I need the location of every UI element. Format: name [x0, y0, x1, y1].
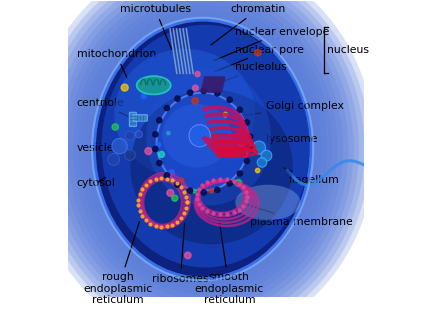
Circle shape	[195, 72, 200, 77]
Circle shape	[201, 190, 206, 195]
Circle shape	[193, 85, 198, 91]
Text: nuclear pore: nuclear pore	[215, 45, 304, 72]
Ellipse shape	[114, 49, 255, 178]
Circle shape	[255, 168, 260, 173]
Circle shape	[227, 181, 232, 186]
Circle shape	[237, 171, 242, 176]
Circle shape	[244, 158, 250, 164]
Circle shape	[164, 105, 169, 111]
Circle shape	[215, 91, 220, 96]
Circle shape	[187, 188, 193, 193]
Circle shape	[248, 134, 253, 139]
Circle shape	[192, 98, 198, 104]
Circle shape	[152, 132, 158, 137]
Text: vesicle: vesicle	[76, 143, 120, 153]
Ellipse shape	[189, 125, 210, 147]
Ellipse shape	[30, 0, 375, 311]
Circle shape	[159, 151, 165, 157]
FancyBboxPatch shape	[129, 112, 137, 127]
Circle shape	[244, 120, 250, 125]
Circle shape	[175, 182, 180, 188]
Text: rough
endoplasmic
reticulum: rough endoplasmic reticulum	[83, 221, 152, 305]
Circle shape	[172, 195, 178, 201]
Circle shape	[187, 90, 193, 95]
Ellipse shape	[94, 20, 311, 278]
Circle shape	[238, 141, 244, 146]
Circle shape	[121, 84, 128, 91]
Circle shape	[164, 173, 169, 178]
Circle shape	[261, 150, 272, 161]
Text: nucleus: nucleus	[327, 45, 369, 55]
Circle shape	[167, 132, 170, 135]
Ellipse shape	[51, 0, 354, 311]
Text: plasma membrane: plasma membrane	[247, 205, 353, 227]
Text: lysosome: lysosome	[256, 134, 318, 147]
Text: centriole: centriole	[76, 98, 129, 117]
Circle shape	[175, 96, 180, 101]
Text: chromatin: chromatin	[211, 4, 286, 45]
Ellipse shape	[41, 0, 364, 311]
Text: smooth
endoplasmic
reticulum: smooth endoplasmic reticulum	[195, 221, 264, 305]
Circle shape	[179, 178, 184, 183]
Circle shape	[227, 97, 232, 103]
Circle shape	[235, 179, 242, 186]
Ellipse shape	[137, 76, 171, 95]
Circle shape	[223, 112, 228, 117]
Ellipse shape	[73, 0, 332, 299]
Circle shape	[145, 148, 152, 155]
Ellipse shape	[57, 0, 348, 311]
Circle shape	[141, 94, 146, 99]
Circle shape	[112, 124, 118, 130]
Circle shape	[140, 83, 145, 88]
Circle shape	[215, 187, 220, 193]
Text: Golgi complex: Golgi complex	[241, 101, 344, 116]
Circle shape	[108, 154, 120, 165]
Ellipse shape	[235, 185, 301, 220]
Circle shape	[209, 188, 213, 193]
Circle shape	[125, 131, 134, 140]
Circle shape	[124, 150, 135, 160]
Text: nuclear envelope: nuclear envelope	[214, 27, 330, 60]
Circle shape	[168, 170, 175, 175]
Text: ribosomes: ribosomes	[152, 223, 209, 284]
Ellipse shape	[46, 0, 359, 311]
Ellipse shape	[102, 25, 310, 267]
Circle shape	[257, 158, 267, 167]
Circle shape	[237, 107, 242, 113]
Circle shape	[152, 146, 158, 152]
Text: cytosol: cytosol	[76, 177, 115, 188]
Text: microtubules: microtubules	[120, 4, 191, 50]
Ellipse shape	[146, 69, 271, 206]
Ellipse shape	[68, 0, 338, 305]
Circle shape	[167, 189, 174, 196]
Ellipse shape	[157, 93, 249, 191]
Circle shape	[193, 190, 196, 193]
Ellipse shape	[162, 104, 231, 168]
Text: flagellum: flagellum	[284, 168, 340, 185]
Circle shape	[184, 252, 191, 259]
Circle shape	[248, 144, 253, 149]
Circle shape	[135, 131, 143, 138]
Circle shape	[157, 118, 162, 123]
Circle shape	[254, 49, 261, 56]
FancyBboxPatch shape	[133, 115, 147, 121]
Ellipse shape	[35, 0, 370, 311]
Text: mitochondrion: mitochondrion	[76, 49, 156, 78]
Circle shape	[157, 160, 162, 166]
Circle shape	[112, 138, 127, 154]
Circle shape	[252, 141, 266, 154]
Circle shape	[201, 88, 206, 94]
Text: nucleolus: nucleolus	[215, 63, 287, 84]
Circle shape	[227, 133, 234, 140]
Ellipse shape	[130, 90, 293, 244]
Ellipse shape	[62, 0, 343, 310]
Circle shape	[156, 142, 161, 147]
